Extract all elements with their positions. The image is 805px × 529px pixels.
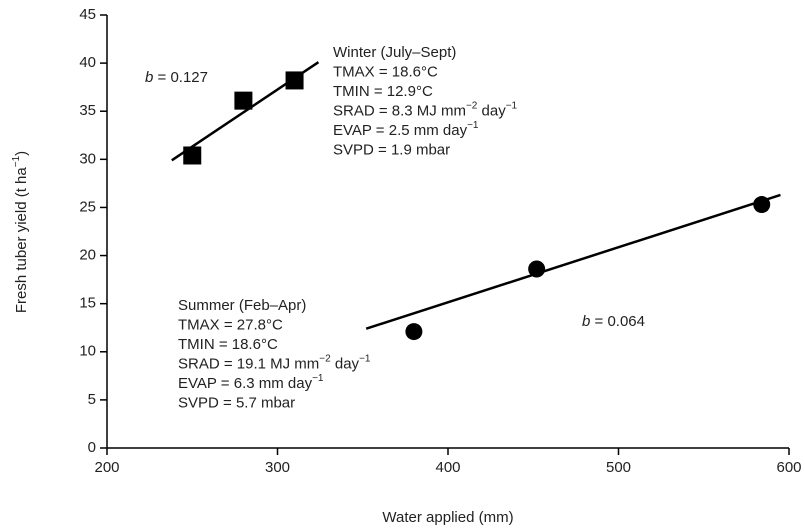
text-part: SRAD = 19.1 MJ mm <box>178 355 319 372</box>
x-tick-label: 400 <box>435 459 460 476</box>
x-tick-label: 200 <box>94 459 119 476</box>
square-marker <box>183 146 202 165</box>
superscript: −2 <box>466 100 478 111</box>
season-label: Winter (July–Sept) <box>333 44 456 61</box>
superscript: −1 <box>312 373 324 384</box>
text-part: SVPD = 5.7 mbar <box>178 394 295 411</box>
condition-label: SVPD = 5.7 mbar <box>178 394 295 411</box>
text-part: Fresh tuber yield (t ha <box>13 167 30 314</box>
y-tick-label: 40 <box>79 54 96 71</box>
slope-label: b = 0.064 <box>582 313 645 330</box>
circle-marker <box>753 196 771 214</box>
text-part: EVAP = 6.3 mm day <box>178 375 313 392</box>
condition-label: SVPD = 1.9 mbar <box>333 141 450 158</box>
y-tick-label: 10 <box>79 343 96 360</box>
x-axis-title: Water applied (mm) <box>382 509 513 526</box>
y-tick-label: 20 <box>79 247 96 264</box>
superscript: −1 <box>11 155 22 167</box>
text-part: SRAD = 8.3 MJ mm <box>333 102 466 119</box>
superscript: −1 <box>467 120 479 131</box>
circle-marker <box>528 260 546 278</box>
superscript: −1 <box>359 353 371 364</box>
y-tick-label: 45 <box>79 6 96 23</box>
x-tick-label: 500 <box>606 459 631 476</box>
y-tick-label: 5 <box>88 391 96 408</box>
condition-label: TMAX = 27.8°C <box>178 316 283 333</box>
condition-label: SRAD = 19.1 MJ mm−2​ day−1​ <box>178 353 371 372</box>
text-part: EVAP = 2.5 mm day <box>333 122 468 139</box>
condition-label: TMAX = 18.6°C <box>333 63 438 80</box>
condition-label: TMIN = 12.9°C <box>333 83 433 100</box>
season-label: Summer (Feb–Apr) <box>178 297 306 314</box>
y-tick-label: 15 <box>79 295 96 312</box>
y-tick-label: 30 <box>79 150 96 167</box>
y-tick-label: 35 <box>79 102 96 119</box>
text-part: = 0.064 <box>590 313 645 330</box>
italic-part: b <box>582 313 590 330</box>
y-tick-label: 25 <box>79 198 96 215</box>
superscript: −2 <box>319 353 331 364</box>
text-part: TMAX = 27.8°C <box>178 316 283 333</box>
text-part: day <box>331 355 360 372</box>
condition-label: SRAD = 8.3 MJ mm−2​ day−1​ <box>333 100 518 119</box>
circle-marker <box>405 323 423 341</box>
superscript: −1 <box>506 100 518 111</box>
square-marker <box>285 71 304 90</box>
fit-line <box>365 193 781 330</box>
condition-label: EVAP = 6.3 mm day−1​ <box>178 373 324 392</box>
text-part: TMIN = 18.6°C <box>178 336 278 353</box>
condition-label: TMIN = 18.6°C <box>178 336 278 353</box>
text-part: TMAX = 18.6°C <box>333 63 438 80</box>
text-part: Water applied (mm) <box>382 509 513 526</box>
x-tick-label: 300 <box>265 459 290 476</box>
text-part: = 0.127 <box>153 69 208 86</box>
text-part: SVPD = 1.9 mbar <box>333 141 450 158</box>
text-part: day <box>477 102 506 119</box>
text-part: ) <box>13 151 30 156</box>
condition-label: EVAP = 2.5 mm day−1​ <box>333 120 479 139</box>
x-tick-label: 600 <box>776 459 801 476</box>
square-marker <box>234 91 253 110</box>
slope-label: b = 0.127 <box>145 69 208 86</box>
italic-part: b <box>145 69 153 86</box>
text-part: TMIN = 12.9°C <box>333 83 433 100</box>
y-axis-title: Fresh tuber yield (t ha−1​) <box>11 151 30 313</box>
y-tick-label: 0 <box>88 439 96 456</box>
